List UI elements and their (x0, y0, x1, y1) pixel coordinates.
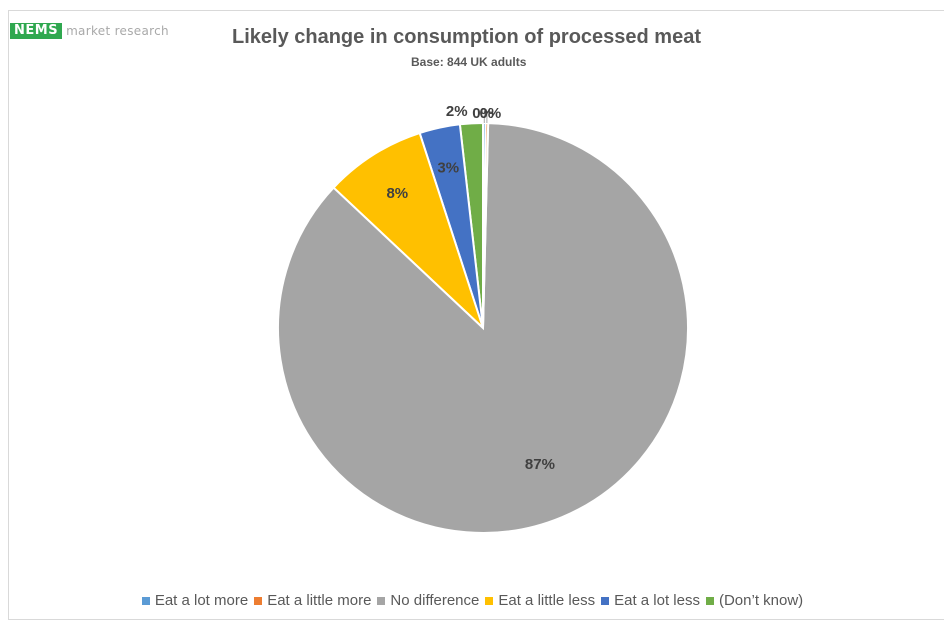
legend-swatch (141, 596, 150, 605)
legend-label: Eat a lot more (154, 592, 249, 609)
data-label-eat-a-lot-less: 3% (437, 160, 459, 177)
legend-item: No difference (377, 592, 479, 609)
legend-label: (Don’t know) (718, 592, 804, 609)
logo-mark: NEMS (10, 23, 63, 39)
legend-item: Eat a lot more (141, 592, 249, 609)
legend-swatch (485, 596, 494, 605)
legend-label: Eat a little more (267, 592, 372, 609)
legend-label: Eat a lot less (614, 592, 700, 609)
legend-item: Eat a little more (254, 592, 371, 609)
chart-title: Likely change in consumption of processe… (232, 26, 701, 48)
data-label-no-difference: 87% (525, 456, 555, 473)
pie-slice-eat-a-little-less (332, 131, 484, 329)
pie-slice-no-difference (277, 122, 689, 534)
legend-swatch (601, 596, 610, 605)
legend-label: Eat a little less (498, 592, 596, 609)
chart-legend: Eat a lot more Eat a little more No differ… (0, 592, 945, 609)
company-logo: NEMS market research (10, 22, 169, 40)
legend-label: No difference (390, 592, 480, 609)
logo-text: market research (66, 24, 169, 38)
legend-swatch (377, 596, 386, 605)
legend-item: Eat a lot less (601, 592, 700, 609)
legend-swatch (705, 596, 714, 605)
legend-item: Eat a little less (485, 592, 595, 609)
pie-chart: 0%0% 87% 8% 3% 2% (277, 103, 689, 534)
data-label-don-t-know: 2% (446, 103, 468, 120)
legend-swatch (254, 596, 263, 605)
data-label-eat-a-lot-more: 0% (480, 105, 502, 122)
data-label-eat-a-little-less: 8% (386, 185, 408, 202)
data-label-eat-a-little-more: 0% (472, 105, 494, 122)
chart-frame (8, 10, 944, 620)
legend-item: (Don’t know) (705, 592, 804, 609)
chart-subtitle: Base: 844 UK adults (411, 55, 527, 69)
